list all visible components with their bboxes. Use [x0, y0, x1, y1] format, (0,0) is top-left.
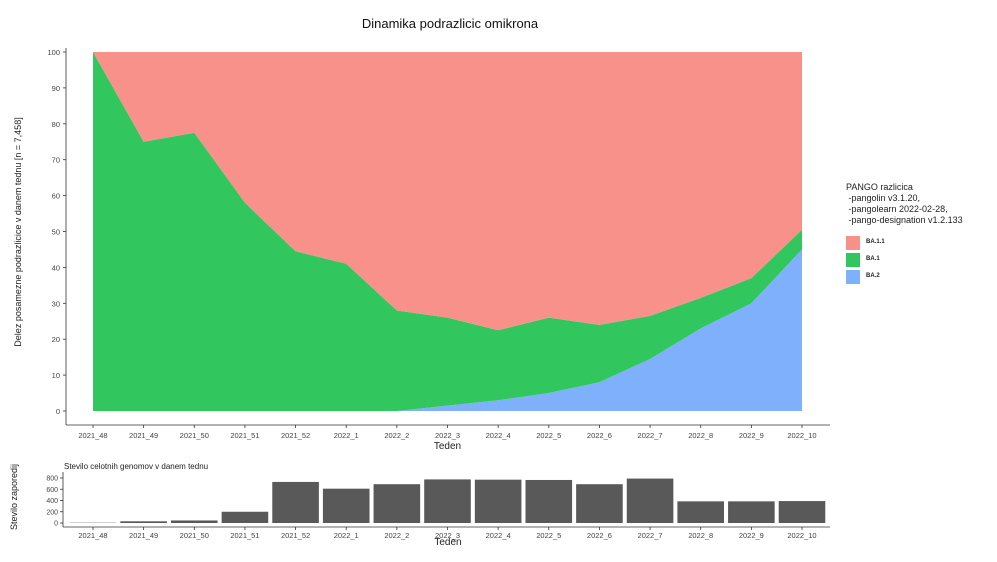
top-panel: 0 10 20 30 40 50 60 70 80 90 100 2021_48 2021_49 2021…	[47, 48, 830, 440]
legend-label: BA.2	[866, 273, 880, 279]
legend-title: PANGO razlicica -pangolin v3.1.20, -pang…	[846, 182, 963, 225]
bar-x-tick-label: 2022_2	[384, 531, 409, 540]
x-tick-label: 2022_10	[787, 431, 816, 440]
chart-title: Dinamika podrazlicic omikrona	[361, 16, 539, 31]
x-tick-label: 2022_3	[435, 431, 460, 440]
bar	[525, 479, 573, 523]
bar	[626, 478, 674, 523]
x-tick-label: 2022_2	[384, 431, 409, 440]
area-ba11	[93, 52, 802, 331]
legend-swatch-ba2	[846, 269, 860, 284]
x-tick-label: 2022_9	[739, 431, 764, 440]
y-tick-label: 90	[52, 84, 60, 93]
bar-x-tick-label: 2022_7	[638, 531, 663, 540]
bar-x-tick-label: 2022_9	[739, 531, 764, 540]
bar-y-tick-label: 0	[54, 521, 58, 528]
bar	[424, 479, 471, 523]
bar	[120, 521, 167, 523]
y-tick-label: 30	[52, 299, 60, 308]
x-tick-label: 2022_4	[486, 431, 511, 440]
bar	[170, 520, 218, 523]
x-tick-label: 2022_7	[638, 431, 663, 440]
bar-x-tick-label: 2021_51	[230, 531, 259, 540]
y-tick-label: 40	[52, 263, 60, 272]
bar-x-tick-label: 2021_48	[78, 531, 107, 540]
bar-x-tick-label: 2022_1	[334, 531, 359, 540]
bar-y-tick-label: 400	[46, 498, 58, 505]
bar-x-tick-label: 2022_5	[536, 531, 561, 540]
bar	[272, 481, 319, 523]
bar	[677, 501, 725, 523]
x-tick-label: 2022_8	[688, 431, 713, 440]
bar-y-tick-label: 200	[46, 509, 58, 516]
legend-item-ba11: BA.1.1	[846, 234, 963, 251]
y-tick-label: 60	[52, 192, 60, 201]
legend-item-ba1: BA.1	[846, 251, 963, 268]
x-tick-label: 2022_5	[536, 431, 561, 440]
x-tick-label: 2022_6	[587, 431, 612, 440]
legend-label: BA.1	[866, 256, 880, 262]
bar	[221, 511, 269, 523]
bar	[778, 501, 826, 523]
bar-x-tick-label: 2021_49	[129, 531, 158, 540]
bar-y-tick-label: 600	[46, 487, 58, 494]
area-ba2	[93, 249, 802, 411]
bar-x-tick-label: 2022_4	[486, 531, 511, 540]
legend: PANGO razlicica -pangolin v3.1.20, -pang…	[846, 182, 963, 285]
x-tick-label: 2021_49	[129, 431, 158, 440]
bar	[576, 484, 623, 523]
bar-x-axis-label: Teden	[434, 537, 462, 548]
legend-swatch-ba1	[846, 252, 860, 267]
bottom-panel: 0 200 400 600 800 2021_48 2021_49 2021_50 2021_5…	[46, 472, 830, 540]
x-tick-label: 2021_51	[230, 431, 259, 440]
bar-x-tick-label: 2022_3	[435, 531, 460, 540]
area-ba1	[93, 52, 802, 411]
bar	[474, 479, 522, 523]
bar-y-tick-label: 800	[46, 476, 58, 483]
y-tick-label: 80	[52, 120, 60, 129]
x-tick-label: 2021_50	[180, 431, 209, 440]
bar	[322, 488, 370, 523]
bar-x-tick-label: 2021_50	[180, 531, 209, 540]
bar-x-tick-label: 2021_52	[281, 531, 310, 540]
bar-x-tick-label: 2022_8	[688, 531, 713, 540]
x-tick-label: 2021_48	[78, 431, 107, 440]
y-tick-label: 20	[52, 335, 60, 344]
bar	[373, 484, 421, 523]
bar-chart-title: Stevilo celotnih genomov v danem tednu	[64, 462, 209, 471]
y-tick-label: 70	[52, 156, 60, 165]
bar-x-tick-label: 2022_10	[787, 531, 816, 540]
legend-item-ba2: BA.2	[846, 268, 963, 285]
y-tick-label: 100	[47, 48, 60, 57]
y-tick-label: 0	[56, 407, 60, 416]
legend-label: BA.1.1	[866, 239, 885, 245]
x-axis-label: Teden	[433, 441, 462, 452]
x-tick-label: 2022_1	[334, 431, 359, 440]
bar	[728, 501, 775, 523]
x-tick-label: 2021_52	[281, 431, 310, 440]
bar-x-tick-label: 2022_6	[587, 531, 612, 540]
legend-swatch-ba11	[846, 235, 860, 250]
y-tick-label: 10	[52, 371, 60, 380]
y-tick-label: 50	[52, 228, 60, 237]
